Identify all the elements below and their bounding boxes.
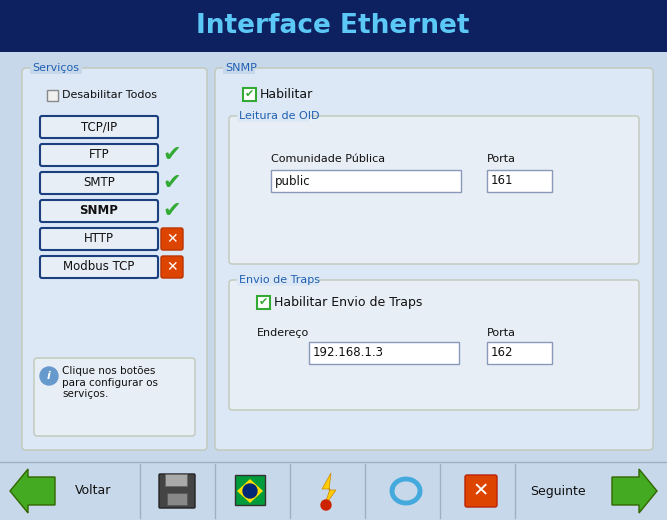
Bar: [271, 170, 461, 192]
Bar: [167, 493, 187, 505]
Text: HTTP: HTTP: [84, 232, 114, 245]
Text: Modbus TCP: Modbus TCP: [63, 261, 135, 274]
Text: 192.168.1.3: 192.168.1.3: [313, 346, 384, 359]
Text: ✕: ✕: [166, 232, 178, 246]
Text: Comunidade Pública: Comunidade Pública: [271, 154, 385, 164]
Text: FTP: FTP: [89, 149, 109, 162]
Bar: [0, 0, 667, 52]
FancyBboxPatch shape: [159, 474, 195, 508]
FancyBboxPatch shape: [161, 228, 183, 250]
Text: 162: 162: [491, 346, 514, 359]
Circle shape: [243, 484, 257, 498]
Bar: [0, 52, 667, 462]
FancyBboxPatch shape: [40, 116, 158, 138]
FancyBboxPatch shape: [40, 200, 158, 222]
Bar: [235, 475, 265, 505]
Bar: [487, 170, 552, 192]
Text: ✔: ✔: [163, 145, 181, 165]
Text: Porta: Porta: [487, 328, 516, 338]
Polygon shape: [612, 469, 657, 513]
FancyBboxPatch shape: [215, 68, 653, 450]
Text: i: i: [47, 371, 51, 381]
Bar: [47, 90, 58, 101]
Text: Habilitar Envio de Traps: Habilitar Envio de Traps: [274, 296, 422, 309]
Text: Seguinte: Seguinte: [530, 485, 586, 498]
FancyBboxPatch shape: [465, 475, 497, 507]
Polygon shape: [10, 469, 55, 513]
Text: Serviços: Serviços: [32, 63, 79, 73]
FancyBboxPatch shape: [40, 172, 158, 194]
Polygon shape: [237, 479, 263, 503]
Bar: [165, 474, 187, 486]
Text: SNMP: SNMP: [225, 63, 257, 73]
Text: ✕: ✕: [166, 260, 178, 274]
Circle shape: [40, 367, 58, 385]
FancyBboxPatch shape: [229, 116, 639, 264]
Text: ✕: ✕: [473, 482, 489, 500]
Bar: [309, 342, 459, 364]
FancyBboxPatch shape: [40, 256, 158, 278]
FancyBboxPatch shape: [40, 144, 158, 166]
Text: ✔: ✔: [258, 297, 267, 307]
Bar: [487, 342, 552, 364]
Text: Habilitar: Habilitar: [260, 88, 313, 101]
Text: SMTP: SMTP: [83, 176, 115, 189]
Text: TCP/IP: TCP/IP: [81, 121, 117, 134]
Polygon shape: [322, 473, 336, 507]
Text: Endereço: Endereço: [257, 328, 309, 338]
Text: Voltar: Voltar: [75, 485, 111, 498]
FancyBboxPatch shape: [22, 68, 207, 450]
Text: Envio de Traps: Envio de Traps: [239, 275, 320, 285]
Bar: [0, 462, 667, 520]
Bar: [237, 274, 319, 286]
FancyBboxPatch shape: [229, 280, 639, 410]
Text: Desabilitar Todos: Desabilitar Todos: [62, 90, 157, 100]
Text: Leitura de OID: Leitura de OID: [239, 111, 319, 121]
Bar: [30, 62, 82, 74]
FancyBboxPatch shape: [161, 256, 183, 278]
Text: public: public: [275, 175, 311, 188]
Text: SNMP: SNMP: [79, 204, 119, 217]
Bar: [223, 62, 255, 74]
Text: ✔: ✔: [244, 89, 253, 99]
Text: ✔: ✔: [163, 201, 181, 221]
Bar: [243, 88, 256, 101]
Bar: [237, 110, 309, 122]
FancyBboxPatch shape: [34, 358, 195, 436]
Text: 161: 161: [491, 175, 514, 188]
Bar: [257, 296, 270, 309]
Text: Interface Ethernet: Interface Ethernet: [196, 13, 470, 39]
Text: ✔: ✔: [163, 173, 181, 193]
Text: Porta: Porta: [487, 154, 516, 164]
Circle shape: [321, 500, 331, 510]
Text: Clique nos botões
para configurar os
serviços.: Clique nos botões para configurar os ser…: [62, 366, 158, 399]
FancyBboxPatch shape: [40, 228, 158, 250]
